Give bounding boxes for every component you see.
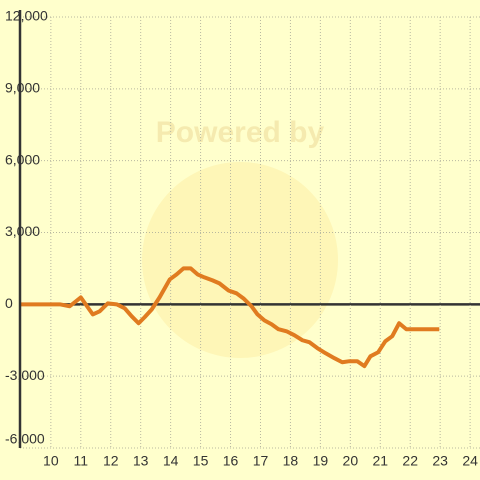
x-tick-label: 14	[163, 453, 179, 469]
x-tick-label: 19	[313, 453, 329, 469]
x-tick-label: 22	[402, 453, 418, 469]
y-tick-label: 12,000	[5, 8, 48, 24]
x-tick-label: 16	[223, 453, 239, 469]
x-tick-label: 11	[74, 453, 89, 469]
line	[20, 266, 440, 369]
watermark: Powered by	[156, 116, 325, 149]
y-tick-label: 9,000	[5, 80, 40, 96]
x-tick-label: 20	[343, 453, 359, 469]
x-tick-label: 21	[372, 453, 388, 469]
x-tick-label: 12	[103, 453, 119, 469]
y-tick-label: -6,000	[5, 431, 45, 447]
watermark-logo	[142, 162, 338, 358]
x-tick-label: 13	[133, 453, 149, 469]
y-tick-label: -3,000	[5, 367, 45, 383]
y-tick-label: 6,000	[5, 151, 40, 167]
x-tick-label: 17	[253, 453, 269, 469]
x-tick-label: 10	[43, 453, 59, 469]
y-tick-label: 0	[5, 295, 13, 311]
x-tick-label: 15	[193, 453, 209, 469]
y-tick-label: 3,000	[5, 223, 40, 239]
x-tick-label: 24	[462, 453, 478, 469]
x-tick-label: 23	[432, 453, 448, 469]
x-tick-label: 18	[283, 453, 299, 469]
